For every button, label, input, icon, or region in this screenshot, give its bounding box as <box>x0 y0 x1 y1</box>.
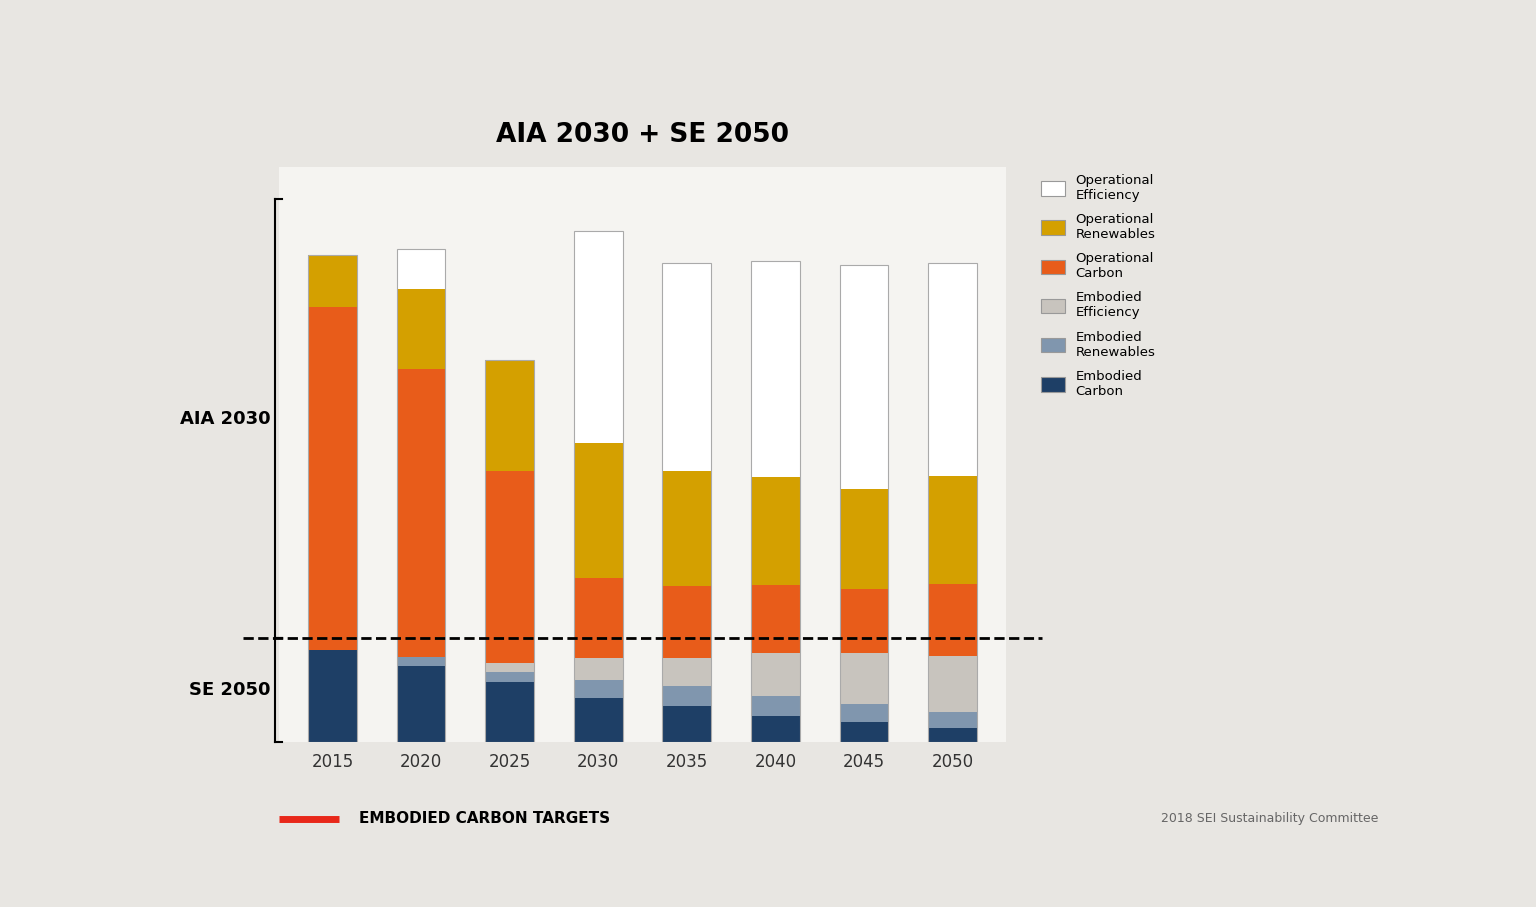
Bar <box>662 586 711 658</box>
Bar <box>485 672 535 682</box>
Bar <box>751 261 800 477</box>
Bar <box>396 249 445 289</box>
Bar <box>928 727 977 742</box>
Bar <box>928 263 977 476</box>
Bar <box>396 289 445 369</box>
Bar <box>840 722 888 742</box>
Bar <box>309 650 356 742</box>
Bar <box>928 656 977 712</box>
Bar <box>662 706 711 742</box>
Bar <box>751 652 800 697</box>
Text: SE 2050: SE 2050 <box>189 681 270 699</box>
Bar <box>396 666 445 742</box>
Bar <box>309 255 356 307</box>
Bar <box>840 489 888 589</box>
Bar <box>840 266 888 489</box>
Bar <box>574 698 622 742</box>
Bar <box>928 263 977 742</box>
Bar <box>574 231 622 443</box>
Bar <box>751 585 800 652</box>
Bar <box>662 658 711 686</box>
Bar <box>574 658 622 680</box>
Bar <box>574 680 622 698</box>
Bar <box>662 471 711 586</box>
Bar <box>574 579 622 658</box>
Bar <box>928 712 977 727</box>
Bar <box>840 589 888 652</box>
Text: AIA 2030: AIA 2030 <box>180 410 270 428</box>
Bar <box>662 263 711 471</box>
Bar <box>751 261 800 742</box>
Bar <box>928 476 977 584</box>
Bar <box>574 443 622 579</box>
Bar <box>751 477 800 585</box>
Title: AIA 2030 + SE 2050: AIA 2030 + SE 2050 <box>496 122 790 148</box>
Bar <box>751 697 800 717</box>
Bar <box>485 663 535 672</box>
Bar <box>840 266 888 742</box>
Bar <box>928 584 977 656</box>
Bar <box>485 359 535 472</box>
Bar <box>485 359 535 742</box>
Bar <box>840 652 888 705</box>
Bar <box>309 255 356 742</box>
Text: 2018 SEI Sustainability Committee: 2018 SEI Sustainability Committee <box>1161 812 1379 825</box>
Bar <box>574 231 622 742</box>
Bar <box>485 472 535 663</box>
Bar <box>662 263 711 742</box>
Legend: Operational
Efficiency, Operational
Renewables, Operational
Carbon, Embodied
Eff: Operational Efficiency, Operational Rene… <box>1041 174 1155 398</box>
Bar <box>485 682 535 742</box>
Bar <box>396 369 445 657</box>
Bar <box>662 686 711 706</box>
Text: EMBODIED CARBON TARGETS: EMBODIED CARBON TARGETS <box>358 811 610 826</box>
Bar <box>751 717 800 742</box>
Bar <box>396 249 445 742</box>
Bar <box>396 657 445 666</box>
Bar <box>309 307 356 650</box>
Bar <box>840 705 888 722</box>
